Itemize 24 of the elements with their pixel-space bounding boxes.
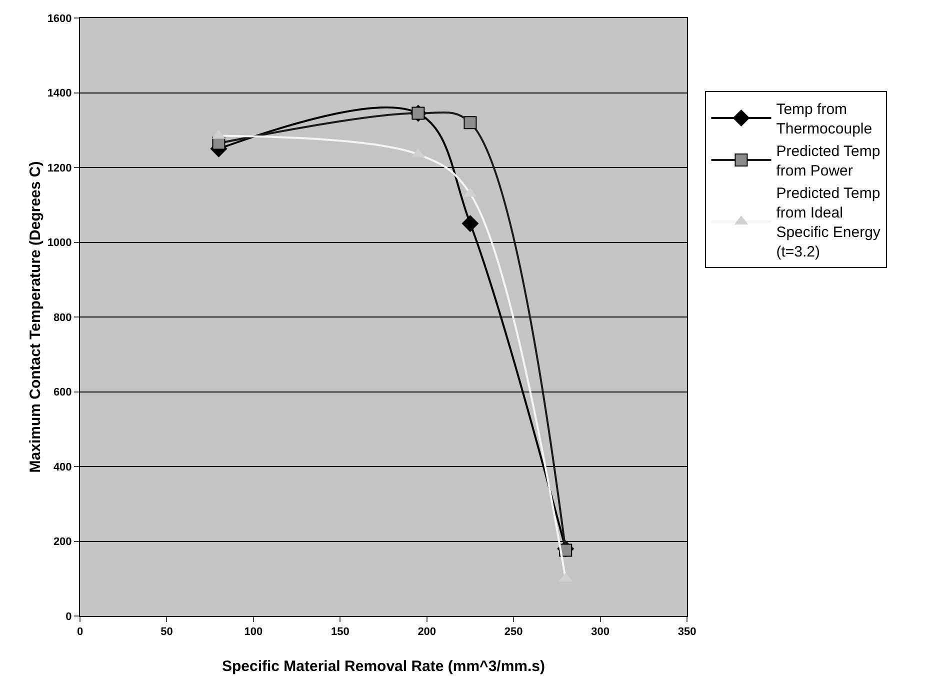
y-tick-label: 1600	[47, 12, 72, 25]
x-tick-label: 50	[160, 626, 173, 638]
x-axis-title: Specific Material Removal Rate (mm^3/mm.s)	[222, 658, 546, 675]
x-tick-label: 0	[76, 626, 84, 638]
y-tick-label: 200	[53, 536, 72, 548]
point	[462, 215, 479, 232]
y-tick-label: 800	[53, 312, 72, 324]
y-axis-title: Maximum Contact Temperature (Degrees C)	[27, 161, 44, 473]
x-tick-label: 250	[504, 626, 523, 638]
x-tick-label: 200	[418, 626, 436, 638]
legend-label: Predicted Temp from Power	[776, 143, 880, 180]
point	[464, 116, 477, 130]
y-tick-label: 1200	[47, 162, 72, 174]
y-tick-label: 0	[66, 610, 72, 623]
x-tick-label: 350	[678, 626, 696, 638]
x-tick-label: 300	[591, 626, 610, 638]
y-tick-label: 1400	[47, 88, 72, 100]
legend-label: Temp from Thermocouple	[776, 101, 872, 138]
y-tick-label: 600	[53, 386, 72, 399]
legend-label: Predicted Temp from Ideal Specific Energy (t=3.2)	[776, 185, 881, 261]
x-tick-label: 100	[244, 626, 263, 638]
x-tick-label: 150	[330, 626, 350, 638]
y-tick-label: 1000	[47, 237, 72, 250]
y-tick-label: 400	[53, 461, 72, 474]
